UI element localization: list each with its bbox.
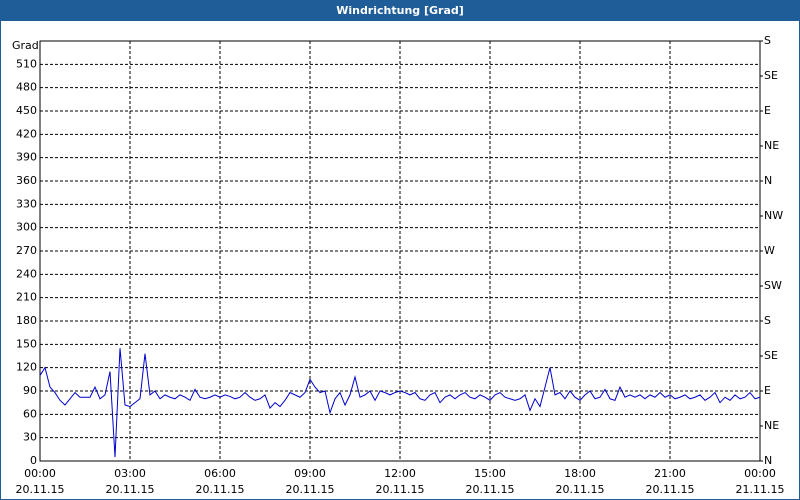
y-tick-label: 360 <box>16 174 37 187</box>
x-tick-date: 20.11.15 <box>466 483 515 496</box>
x-tick-label: 00:00 <box>744 467 776 480</box>
y-tick-label: 0 <box>30 454 37 467</box>
chart-title: Windrichtung [Grad] <box>336 4 464 17</box>
y2-tick-label: SW <box>764 279 782 292</box>
y2-tick-label: N <box>764 174 772 187</box>
y2-tick-label: E <box>764 384 771 397</box>
y-tick-label: 30 <box>23 431 37 444</box>
y-tick-label: 420 <box>16 127 37 140</box>
y2-tick-label: SE <box>764 69 778 82</box>
data-line <box>39 348 761 458</box>
y-tick-label: 240 <box>16 267 37 280</box>
x-tick-label: 21:00 <box>654 467 686 480</box>
x-tick-date: 20.11.15 <box>556 483 605 496</box>
y-tick-label: 120 <box>16 361 37 374</box>
x-tick-date: 20.11.15 <box>196 483 245 496</box>
y2-tick-label: E <box>764 104 771 117</box>
x-tick-date: 20.11.15 <box>376 483 425 496</box>
x-tick-date: 21.11.15 <box>736 483 785 496</box>
y-tick-label: 330 <box>16 197 37 210</box>
y-tick-label: 60 <box>23 407 37 420</box>
x-tick-label: 15:00 <box>474 467 506 480</box>
y2-tick-label: NE <box>764 139 779 152</box>
y-tick-label: 180 <box>16 314 37 327</box>
y2-tick-label: NE <box>764 419 779 432</box>
y-tick-label: 300 <box>16 221 37 234</box>
y-axis-label: Grad <box>12 39 39 52</box>
y-tick-label: 510 <box>16 57 37 70</box>
x-tick-label: 09:00 <box>294 467 326 480</box>
x-tick-date: 20.11.15 <box>106 483 155 496</box>
y2-tick-label: SE <box>764 349 778 362</box>
y-tick-label: 450 <box>16 104 37 117</box>
y2-tick-label: NW <box>764 209 783 222</box>
y-tick-label: 270 <box>16 244 37 257</box>
y2-tick-label: S <box>764 34 771 47</box>
x-tick-date: 20.11.15 <box>646 483 695 496</box>
y-tick-label: 480 <box>16 81 37 94</box>
y2-tick-label: N <box>764 454 772 467</box>
x-tick-label: 12:00 <box>384 467 416 480</box>
x-tick-label: 18:00 <box>564 467 596 480</box>
y2-tick-label: S <box>764 314 771 327</box>
y-tick-label: 210 <box>16 291 37 304</box>
title-bar <box>0 0 800 21</box>
x-tick-label: 06:00 <box>204 467 236 480</box>
x-tick-date: 20.11.15 <box>16 483 65 496</box>
y-tick-label: 390 <box>16 151 37 164</box>
x-tick-label: 00:00 <box>24 467 56 480</box>
y-tick-label: 150 <box>16 337 37 350</box>
x-tick-label: 03:00 <box>114 467 146 480</box>
y2-tick-label: W <box>764 244 775 257</box>
x-tick-date: 20.11.15 <box>286 483 335 496</box>
y-tick-label: 90 <box>23 384 37 397</box>
